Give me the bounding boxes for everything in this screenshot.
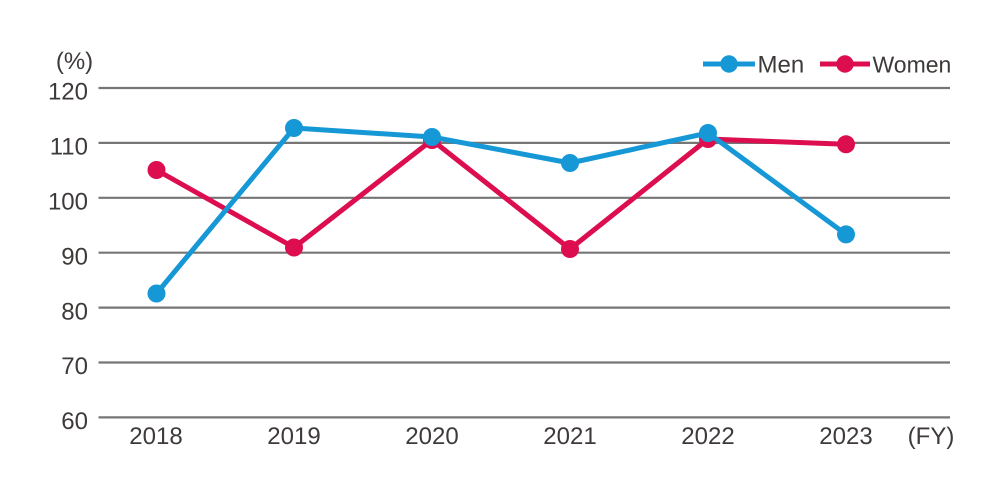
svg-text:100: 100: [48, 189, 88, 216]
svg-text:Women: Women: [873, 52, 952, 78]
svg-text:2021: 2021: [543, 423, 596, 450]
svg-text:2023: 2023: [819, 423, 872, 450]
svg-text:(FY): (FY): [908, 423, 955, 450]
svg-text:2019: 2019: [267, 423, 320, 450]
svg-text:60: 60: [61, 408, 88, 435]
svg-text:120: 120: [48, 79, 88, 106]
svg-text:80: 80: [61, 298, 88, 325]
svg-text:Men: Men: [758, 52, 805, 79]
svg-text:2018: 2018: [129, 423, 182, 450]
svg-text:110: 110: [50, 134, 88, 161]
svg-text:2020: 2020: [405, 423, 458, 450]
svg-text:70: 70: [61, 353, 88, 380]
svg-text:(%): (%): [56, 48, 93, 75]
svg-text:90: 90: [61, 243, 88, 270]
svg-text:2022: 2022: [681, 423, 734, 450]
